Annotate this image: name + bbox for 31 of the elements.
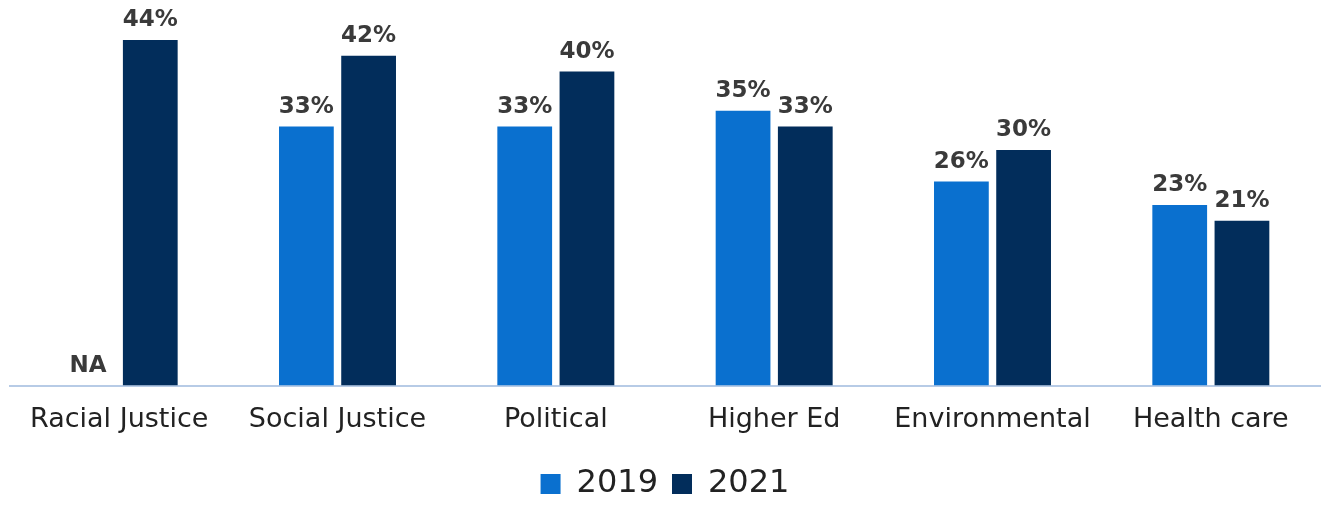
bar: [715, 110, 771, 386]
bar: [559, 71, 615, 386]
bar: [279, 126, 334, 386]
data-label: 35%: [715, 76, 771, 103]
data-label: 21%: [1214, 186, 1270, 213]
bar: [777, 126, 833, 386]
bar: [1152, 204, 1208, 386]
bar: [341, 55, 396, 386]
data-label: 33%: [278, 91, 334, 118]
bar: [497, 126, 553, 386]
data-label: 33%: [497, 91, 553, 118]
legend-label: 2021: [708, 462, 790, 501]
bar: [934, 181, 989, 386]
x-tick-label: Higher Ed: [707, 401, 841, 433]
data-label: 26%: [933, 146, 989, 173]
data-label: 42%: [341, 21, 397, 48]
data-label: 40%: [559, 36, 615, 63]
data-label: 44%: [122, 5, 178, 32]
x-tick-label: Environmental: [894, 401, 1091, 433]
bar: [996, 149, 1051, 386]
text: NA: [69, 351, 107, 378]
legend-label: 2019: [576, 462, 658, 501]
x-tick-label: Health care: [1132, 401, 1289, 433]
data-label: 23%: [1152, 170, 1208, 197]
bar: [1214, 220, 1270, 386]
data-label: 33%: [777, 91, 833, 118]
x-tick-label: Racial Justice: [29, 401, 209, 433]
x-tick-label: Political: [503, 401, 608, 433]
x-tick-label: Social Justice: [248, 401, 427, 433]
bar: [122, 40, 178, 386]
data-label: 30%: [996, 115, 1052, 142]
